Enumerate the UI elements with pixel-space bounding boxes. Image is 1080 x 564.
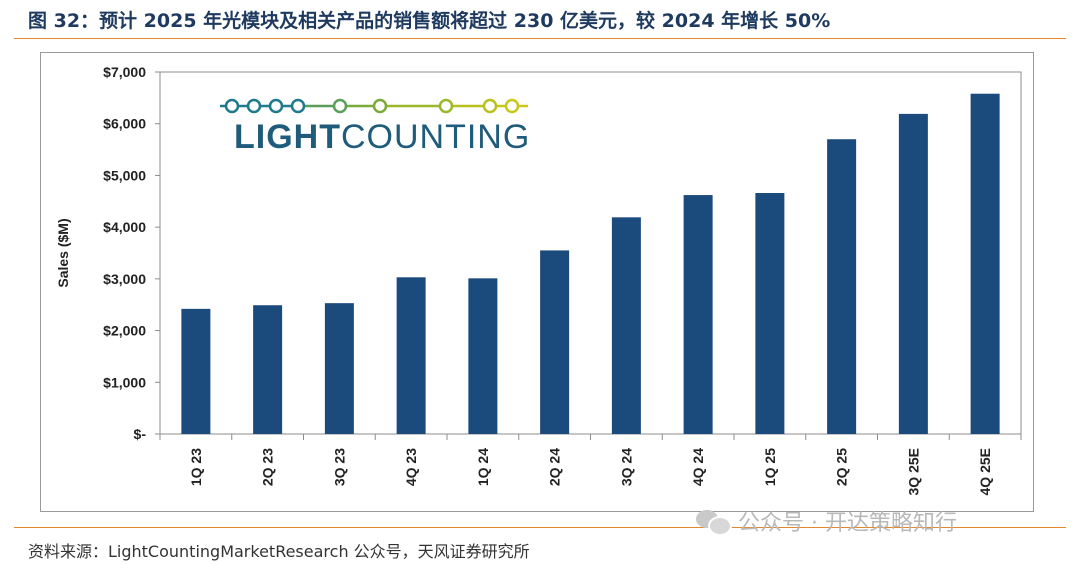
y-tick-label: $5,000 — [103, 167, 146, 183]
watermark: 公众号 · 开达策略知行 — [696, 505, 957, 537]
x-tick-label: 2Q 23 — [260, 448, 276, 486]
y-tick-label: $3,000 — [103, 271, 146, 287]
x-tick-label: 3Q 24 — [618, 448, 634, 486]
figure-title: 图 32：预计 2025 年光模块及相关产品的销售额将超过 230 亿美元，较 … — [28, 10, 831, 32]
y-tick-label: $6,000 — [103, 116, 146, 132]
x-tick-label: 3Q 25E — [905, 448, 921, 495]
x-tick-label: 4Q 23 — [403, 448, 419, 486]
bar-2q-24 — [540, 250, 570, 434]
bar-3q-23 — [324, 303, 354, 434]
bar-4q-24 — [683, 195, 713, 434]
logo-dot — [246, 98, 262, 114]
x-tick-label: 1Q 23 — [188, 448, 204, 486]
logo-dot — [504, 98, 520, 114]
bar-3q-24 — [611, 217, 641, 434]
bar-3q-25e — [898, 113, 928, 434]
bar-1q-25 — [755, 193, 785, 434]
logo-dot — [372, 98, 388, 114]
logo-dot — [482, 98, 498, 114]
watermark-text: 公众号 · 开达策略知行 — [738, 511, 957, 536]
x-tick-label: 4Q 24 — [690, 448, 706, 486]
x-tick-label: 4Q 25E — [977, 448, 993, 495]
lightcounting-logo: LIGHTCOUNTING — [220, 92, 530, 162]
wechat-icon — [696, 508, 732, 536]
y-tick-label: $4,000 — [103, 219, 146, 235]
bar-4q-25e — [970, 93, 1000, 434]
logo-text-bold: LIGHT — [234, 118, 341, 156]
logo-dot — [332, 98, 348, 114]
y-axis-label: Sales ($M) — [55, 218, 71, 287]
x-tick-label: 1Q 24 — [475, 448, 491, 486]
logo-text: LIGHTCOUNTING — [234, 118, 530, 157]
logo-dot — [438, 98, 454, 114]
title-divider — [14, 38, 1066, 39]
logo-dot — [268, 98, 284, 114]
bar-2q-23 — [253, 305, 283, 434]
bar-4q-23 — [396, 277, 426, 434]
bar-1q-24 — [468, 278, 498, 434]
logo-dots-graphic — [220, 98, 528, 114]
x-tick-label: 2Q 25 — [834, 448, 850, 486]
y-tick-label: $- — [134, 426, 147, 442]
logo-dot — [290, 98, 306, 114]
y-tick-label: $7,000 — [103, 64, 146, 80]
chart-frame — [40, 52, 1034, 512]
bar-2q-25 — [827, 139, 857, 434]
y-tick-label: $1,000 — [103, 374, 146, 390]
x-tick-label: 2Q 24 — [547, 448, 563, 486]
bar-1q-23 — [181, 308, 211, 434]
x-tick-label: 1Q 25 — [762, 448, 778, 486]
logo-dot — [224, 98, 240, 114]
x-tick-label: 3Q 23 — [331, 448, 347, 486]
logo-text-regular: COUNTING — [340, 118, 531, 156]
footer-divider — [14, 527, 1066, 528]
source-note: 资料来源：LightCountingMarketResearch 公众号，天风证… — [28, 542, 530, 561]
y-tick-label: $2,000 — [103, 323, 146, 339]
